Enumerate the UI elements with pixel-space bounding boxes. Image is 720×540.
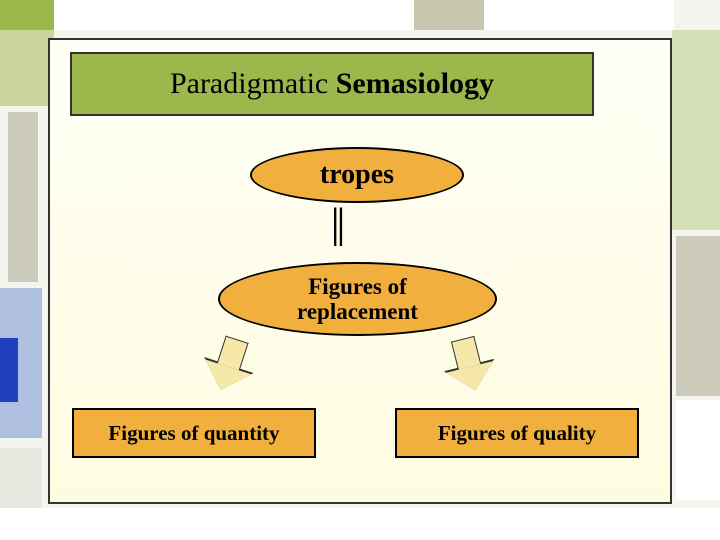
bg-block	[0, 0, 54, 30]
quality-box: Figures of quality	[395, 408, 639, 458]
bg-block	[676, 236, 720, 396]
bg-block	[0, 448, 42, 508]
bg-block	[484, 0, 674, 30]
quantity-label: Figures of quantity	[108, 421, 279, 446]
bg-block	[8, 112, 38, 282]
quantity-box: Figures of quantity	[72, 408, 316, 458]
bg-block	[672, 30, 720, 230]
bg-block	[414, 0, 484, 30]
title-bold: Semasiology	[336, 67, 494, 100]
bg-block	[0, 338, 18, 402]
tropes-label: tropes	[320, 159, 394, 191]
title-box: Paradigmatic Semasiology	[70, 52, 594, 116]
bg-block	[0, 30, 54, 106]
bg-block	[676, 400, 720, 500]
bg-block	[54, 0, 414, 30]
quality-label: Figures of quality	[438, 421, 596, 446]
tropes-oval: tropes	[250, 147, 464, 203]
replacement-oval: Figures of replacement	[218, 262, 497, 336]
equals-symbol: ||	[331, 200, 343, 248]
title-light: Paradigmatic	[170, 67, 336, 100]
replacement-label: Figures of replacement	[297, 274, 418, 325]
bg-block	[0, 508, 720, 540]
title-text: Paradigmatic Semasiology	[170, 67, 494, 101]
